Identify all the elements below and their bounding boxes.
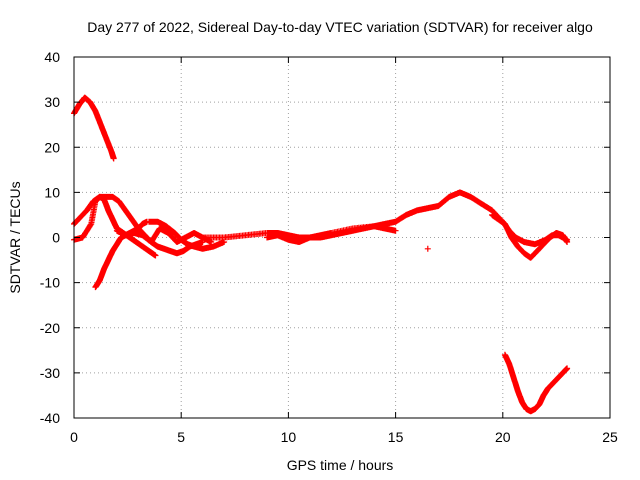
y-axis-label: SDTVAR / TECUs: [7, 181, 23, 293]
x-tick-label: 0: [70, 429, 78, 445]
y-tick-label: 40: [44, 49, 60, 65]
marker-path-arc-h: [264, 223, 399, 245]
marker-path-arc-a: [71, 94, 117, 162]
series-arc-j: [501, 351, 571, 415]
series-outlier: [424, 245, 431, 252]
y-tick-label: 30: [44, 94, 60, 110]
y-tick-label: -10: [40, 275, 60, 291]
series-arc-i: [489, 211, 571, 261]
y-tick-label: -30: [40, 365, 60, 381]
y-tick-label: -40: [40, 410, 60, 426]
series-arc-f: [113, 225, 215, 245]
marker-path-arc-j: [501, 351, 571, 415]
y-tick-label: 0: [52, 230, 60, 246]
marker-path-arc-f: [113, 225, 215, 245]
series-arc-a: [71, 94, 117, 162]
series-arc-h: [264, 223, 399, 245]
grid-lines: [74, 57, 610, 418]
data-points: [71, 94, 571, 415]
axis-ticks: 0 5 10 15 20 25 -40 -30 -20 -10 0 10 20 30 40: [40, 49, 618, 445]
marker-path-outlier: [424, 245, 431, 252]
x-axis-label: GPS time / hours: [287, 457, 394, 473]
y-tick-label: 10: [44, 184, 60, 200]
x-tick-label: 5: [177, 429, 185, 445]
x-tick-label: 15: [388, 429, 404, 445]
chart-title: Day 277 of 2022, Sidereal Day-to-day VTE…: [87, 19, 593, 35]
x-tick-label: 25: [602, 429, 618, 445]
y-tick-label: 20: [44, 139, 60, 155]
x-tick-label: 10: [281, 429, 297, 445]
marker-path-arc-i: [489, 211, 571, 261]
x-tick-label: 20: [495, 429, 511, 445]
y-tick-label: -20: [40, 320, 60, 336]
